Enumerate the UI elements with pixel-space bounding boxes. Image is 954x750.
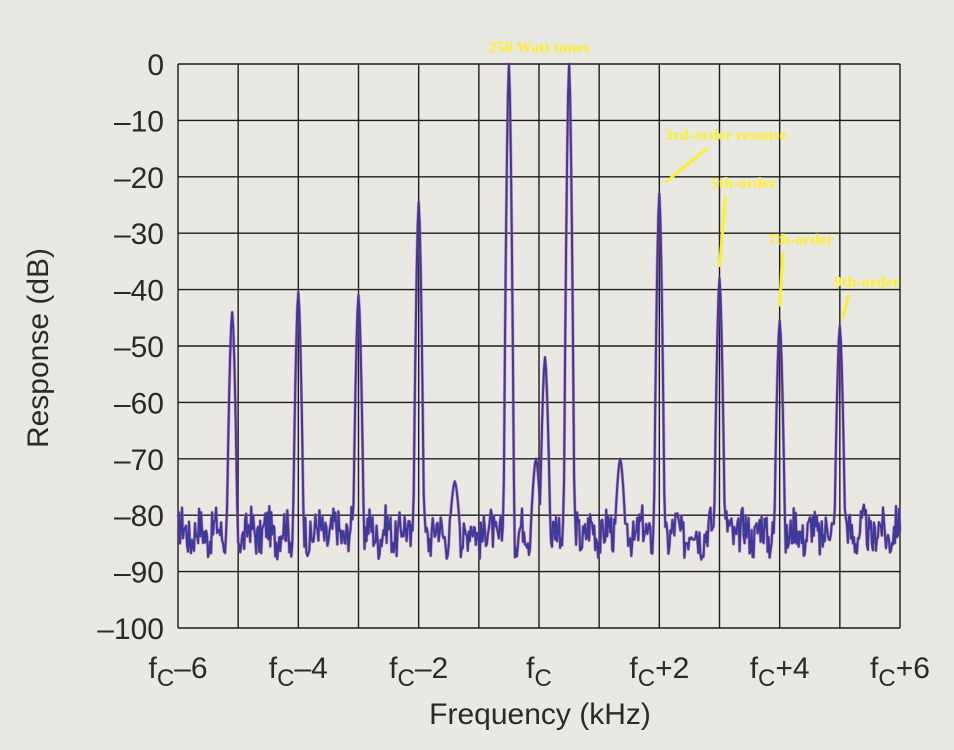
y-tick-label: –70	[114, 444, 164, 477]
y-tick-label: –40	[114, 275, 164, 308]
y-tick-label: –100	[97, 613, 164, 646]
peak-point	[417, 201, 420, 203]
x-tick-label: fC+2	[629, 652, 689, 692]
peak-point	[839, 325, 841, 328]
peak-point	[544, 356, 546, 359]
peak-point	[718, 277, 721, 280]
peak-point	[658, 192, 661, 195]
peak-point	[508, 63, 510, 65]
annotation-label: 3rd-order resonse	[665, 127, 787, 144]
y-axis-title: Response (dB)	[22, 248, 55, 448]
y-tick-label: –60	[114, 387, 164, 420]
annotation-pointer	[778, 252, 785, 307]
peak-point	[231, 311, 233, 313]
y-tick-label: 0	[147, 49, 164, 82]
peak-point	[357, 294, 360, 297]
x-tick-labels: fC–6 fC–4 fC–2 fC fC+2 fC+4 fC+6	[148, 652, 929, 692]
annotation-pointer	[841, 294, 851, 319]
peak-point	[619, 458, 622, 460]
y-tick-label: –80	[114, 500, 164, 533]
series-group	[176, 62, 902, 562]
x-axis-title: Frequency (kHz)	[429, 698, 651, 731]
x-tick-label: fC–2	[389, 652, 448, 692]
annotations: 250 Watt tones 3rd-order resonse 5th-order…	[488, 40, 900, 319]
peak-point	[568, 63, 570, 65]
x-tick-label: fC–4	[269, 652, 328, 692]
annotation-label: 5th-order	[711, 175, 777, 192]
annotation-label: 9th-order	[834, 274, 900, 291]
x-tick-label: fC+4	[750, 652, 810, 692]
x-tick-label: fC+6	[870, 652, 930, 692]
y-tick-label: –30	[114, 218, 164, 251]
y-tick-label: –20	[114, 162, 164, 195]
y-tick-label: –90	[114, 557, 164, 590]
annotation-label: 7th-order	[768, 231, 834, 248]
annotation-label: 250 Watt tones	[488, 40, 589, 57]
x-tick-label: fC	[526, 652, 552, 692]
annotation-pointer	[718, 195, 728, 268]
y-tick-label: –50	[114, 331, 164, 364]
peak-point	[297, 291, 300, 294]
y-tick-label: –10	[114, 105, 164, 138]
peak-point	[778, 319, 781, 322]
y-tick-labels: 0 –10 –20 –30 –40 –50 –60 –70 –80 –90 –100	[97, 49, 164, 646]
peak-point	[453, 480, 456, 483]
x-tick-label: fC–6	[148, 652, 207, 692]
annotation-pointer	[664, 146, 709, 184]
peak-point	[535, 458, 537, 460]
